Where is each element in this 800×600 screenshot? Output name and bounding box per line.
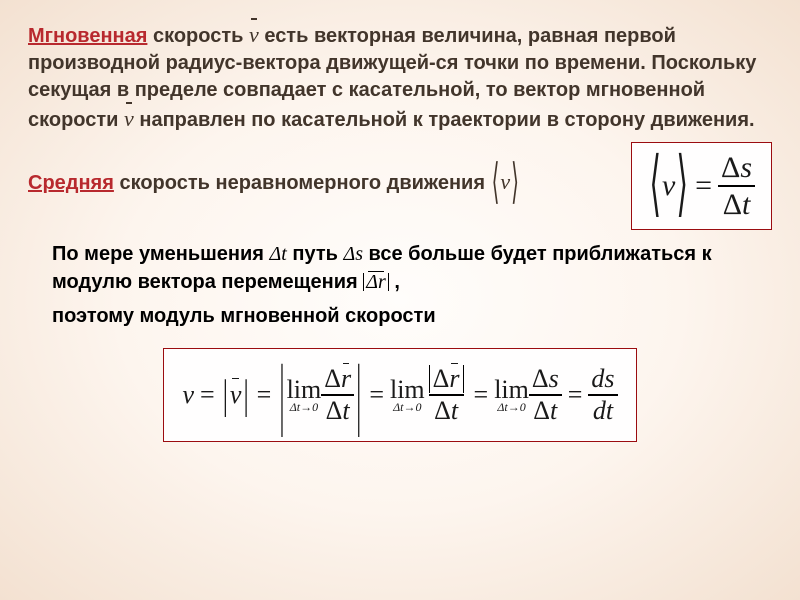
f2-frac2: Δr Δt bbox=[429, 365, 464, 426]
f2-lim3-bot: Δt→0 bbox=[497, 401, 525, 413]
f2-d6: Δ bbox=[533, 396, 550, 425]
f2-r1: r bbox=[341, 365, 351, 394]
f1-delta-s: Δ bbox=[721, 151, 740, 184]
f2-abs-r1: | bbox=[243, 389, 248, 401]
p1-t1: скорость bbox=[147, 25, 249, 47]
f2-t2: t bbox=[451, 396, 458, 425]
f2-r2: r bbox=[449, 365, 459, 394]
p3-dr-inner: Δr bbox=[366, 273, 386, 291]
f2-d5: Δ bbox=[532, 364, 549, 393]
p3-t4: поэтому модуль мгновенной скорости bbox=[52, 305, 436, 327]
f1-s: s bbox=[740, 151, 752, 184]
paragraph-3b: поэтому модуль мгновенной скорости bbox=[52, 302, 772, 330]
keyword-average: Средняя bbox=[28, 172, 114, 194]
f2-lim3-top: lim bbox=[494, 377, 529, 403]
f2-abs-l1: | bbox=[223, 389, 228, 401]
f2-d1: Δ bbox=[324, 364, 341, 393]
f2-ds: ds bbox=[588, 365, 617, 394]
f1-angle-l-icon: ⟨ bbox=[649, 171, 661, 200]
keyword-instant: Мгновенная bbox=[28, 25, 147, 47]
f2-eq2: = bbox=[257, 380, 272, 410]
f2-abs-l2: | bbox=[279, 383, 284, 407]
var-v-avg: v bbox=[500, 169, 510, 194]
f2-lim3: lim Δt→0 bbox=[494, 377, 529, 413]
f2-lim1-bot: Δt→0 bbox=[290, 401, 318, 413]
f2-d3: Δ bbox=[433, 364, 450, 393]
p3-t2: путь bbox=[287, 243, 344, 265]
p3-ds: Δs bbox=[343, 243, 363, 265]
row-average: Средняя скорость неравномерного движения… bbox=[28, 142, 772, 230]
p3-comma: , bbox=[394, 271, 400, 293]
f2-lim2-bot: Δt→0 bbox=[393, 401, 421, 413]
paragraph-1: Мгновенная скорость v есть векторная вел… bbox=[28, 20, 772, 134]
p3-t1: По мере уменьшения bbox=[52, 243, 270, 265]
f2-v: v bbox=[182, 380, 194, 410]
p3-dt: Δt bbox=[270, 243, 287, 265]
angle-r-icon: ⟩ bbox=[511, 173, 519, 192]
angle-l-icon: ⟨ bbox=[492, 173, 500, 192]
p3-mod-dr: Δr bbox=[363, 273, 389, 291]
f2-eq5: = bbox=[568, 380, 583, 410]
f2-frac4: ds dt bbox=[588, 365, 617, 426]
var-v-2: v bbox=[124, 104, 134, 134]
f1-v: v bbox=[662, 169, 675, 203]
f1-angle-r-icon: ⟩ bbox=[676, 171, 688, 200]
f2-eq1: = bbox=[200, 380, 215, 410]
f2-lim1-top: lim bbox=[287, 377, 322, 403]
f2-frac1: Δr Δt bbox=[321, 365, 354, 426]
f2-dt: dt bbox=[590, 397, 616, 426]
paragraph-3a: По мере уменьшения Δt путь Δs все больше… bbox=[52, 240, 772, 296]
formula-2-wrap: v = |v| = | lim Δt→0 Δr Δt | = lim Δt→0 … bbox=[28, 348, 772, 443]
f2-t1: t bbox=[342, 396, 349, 425]
formula-instantaneous-speed: v = |v| = | lim Δt→0 Δr Δt | = lim Δt→0 … bbox=[163, 348, 636, 443]
f2-vbar: v bbox=[230, 380, 242, 410]
f1-eq: = bbox=[695, 169, 712, 203]
formula-average-speed: ⟨v⟩ = Δs Δt bbox=[631, 142, 772, 230]
f2-s: s bbox=[549, 364, 559, 393]
f2-d2: Δ bbox=[326, 396, 343, 425]
f2-lim1: lim Δt→0 bbox=[287, 377, 322, 413]
p1-t3: направлен по касательной к траектории в … bbox=[139, 109, 754, 131]
f2-eq3: = bbox=[369, 380, 384, 410]
f2-abs-r2: | bbox=[356, 383, 361, 407]
p2-t1: скорость неравномерного движения bbox=[114, 172, 491, 194]
paragraph-2: Средняя скорость неравномерного движения… bbox=[28, 167, 617, 197]
f2-frac3: Δs Δt bbox=[529, 365, 562, 426]
f1-frac: Δs Δt bbox=[718, 151, 755, 221]
f1-t: t bbox=[742, 188, 750, 221]
f2-d4: Δ bbox=[434, 396, 451, 425]
f2-lim2-top: lim bbox=[390, 377, 425, 403]
f2-eq4: = bbox=[474, 380, 489, 410]
var-v-1: v bbox=[249, 20, 259, 50]
f1-delta-t: Δ bbox=[723, 188, 742, 221]
f2-lim2: lim Δt→0 bbox=[390, 377, 425, 413]
f2-t3: t bbox=[550, 396, 557, 425]
